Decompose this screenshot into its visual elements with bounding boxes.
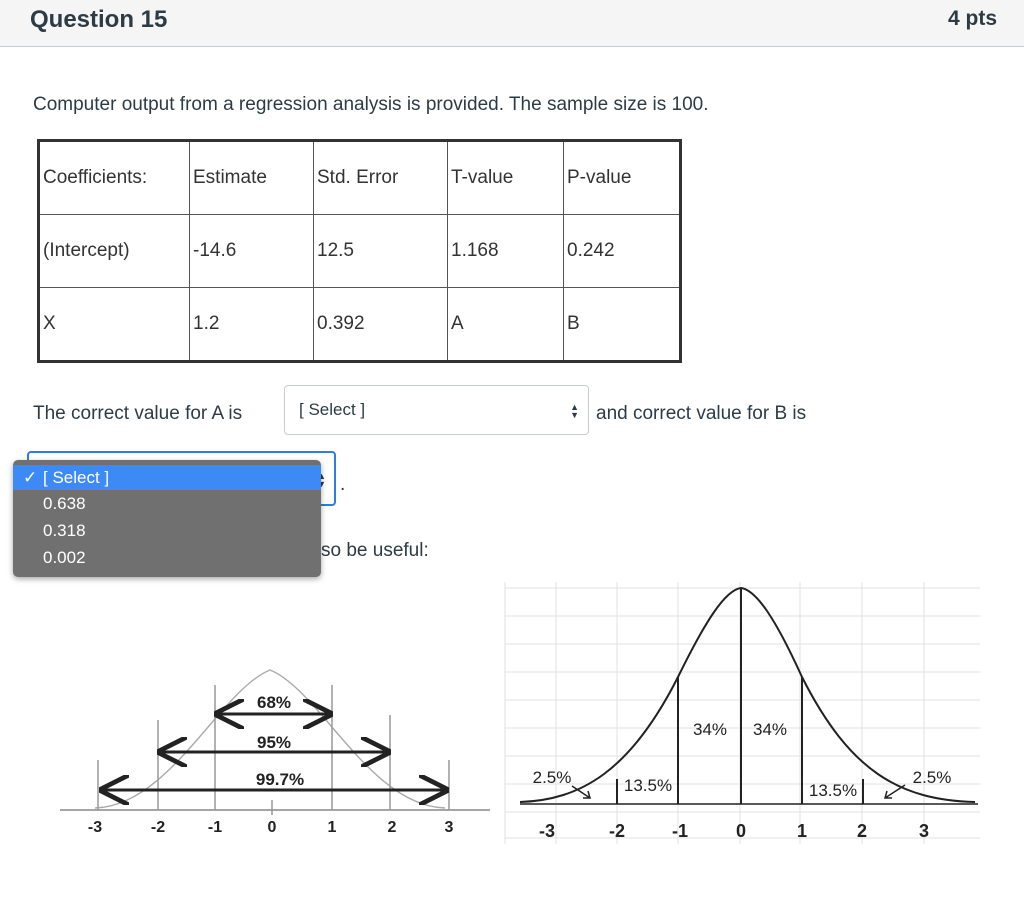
- table-header-cell: T-value: [447, 140, 564, 215]
- select-arrows-icon: ▲ ▼: [570, 402, 579, 420]
- dropdown-option[interactable]: 0.318: [13, 518, 321, 543]
- label-2-5-right: 2.5%: [913, 768, 952, 787]
- table-cell: 12.5: [313, 214, 448, 288]
- pointer-arrow-right: [884, 784, 906, 799]
- select-b-options-menu[interactable]: ✓ [ Select ] 0.638 0.318 0.002: [13, 460, 321, 577]
- empirical-rule-figure: 68% 95% 99.7% -3 -2 -1 0 1 2 3: [60, 669, 490, 836]
- dropdown-option-label: 0.002: [43, 548, 86, 567]
- table-header-cell: P-value: [563, 140, 681, 215]
- answer-sentence-end: .: [340, 474, 346, 495]
- table-header-cell: Estimate: [189, 140, 314, 215]
- question-intro: Computer output from a regression analys…: [33, 94, 709, 115]
- question-points: 4 pts: [947, 7, 997, 30]
- tick-label: 0: [736, 821, 746, 841]
- table-cell: 1.168: [447, 214, 564, 288]
- tick-label: -2: [609, 821, 625, 841]
- tick-label: -2: [151, 819, 165, 836]
- tick-label: -1: [208, 819, 222, 836]
- tick-label: 1: [797, 821, 807, 841]
- question-header: Question 15 4 pts: [0, 0, 1024, 47]
- table-cell: A: [447, 287, 564, 362]
- dropdown-option-label: 0.638: [43, 494, 86, 513]
- tick-label: -3: [88, 819, 102, 836]
- label-99-7: 99.7%: [256, 770, 304, 789]
- answer-sentence-middle: and correct value for B is: [596, 403, 807, 424]
- tick-label: -1: [672, 821, 688, 841]
- dropdown-option[interactable]: 0.638: [13, 491, 321, 516]
- dropdown-option[interactable]: ✓ [ Select ]: [13, 465, 321, 490]
- question-title: Question 15: [30, 6, 168, 33]
- dropdown-option-label: [ Select ]: [43, 468, 110, 487]
- label-2-5-left: 2.5%: [533, 768, 572, 787]
- useful-text: so be useful:: [321, 540, 429, 561]
- table-header-cell: Coefficients:: [38, 140, 190, 215]
- table-cell: X: [38, 287, 190, 362]
- tick-label: 2: [857, 821, 867, 841]
- table-cell: 0.392: [313, 287, 448, 362]
- table-cell: 1.2: [189, 287, 314, 362]
- label-95: 95%: [257, 733, 291, 752]
- table-row: (Intercept) -14.6 12.5 1.168 0.242: [38, 214, 681, 288]
- normal-curve-figure: 34% 34% 13.5% 13.5% 2.5% 2.5% -3 -2 -1 0…: [504, 582, 980, 844]
- tick-label: 3: [919, 821, 929, 841]
- table-cell: B: [563, 287, 681, 362]
- table-header-cell: Std. Error: [313, 140, 448, 215]
- table-cell: -14.6: [189, 214, 314, 288]
- regression-table: Coefficients: Estimate Std. Error T-valu…: [37, 139, 682, 363]
- select-a-value: [ Select ]: [299, 400, 366, 419]
- table-row: X 1.2 0.392 A B: [38, 287, 681, 362]
- tick-label: 2: [388, 819, 397, 836]
- label-34-right: 34%: [753, 720, 787, 739]
- tick-label: 1: [328, 819, 337, 836]
- pointer-arrow-left: [571, 785, 591, 799]
- select-a-dropdown[interactable]: [ Select ] ▲ ▼: [284, 385, 589, 435]
- table-cell: 0.242: [563, 214, 681, 288]
- table-cell: (Intercept): [38, 214, 190, 288]
- label-13-5-left: 13.5%: [624, 776, 672, 795]
- tick-label: 3: [445, 819, 454, 836]
- tick-label: -3: [539, 821, 555, 841]
- label-34-left: 34%: [693, 720, 727, 739]
- bell-curve: [519, 586, 976, 803]
- answer-sentence-prefix: The correct value for A is: [33, 403, 243, 424]
- dropdown-option-label: 0.318: [43, 521, 86, 540]
- checkmark-icon: ✓: [23, 468, 38, 487]
- table-header-row: Coefficients: Estimate Std. Error T-valu…: [38, 140, 681, 215]
- label-13-5-right: 13.5%: [809, 781, 857, 800]
- dropdown-option[interactable]: 0.002: [13, 545, 321, 570]
- label-68: 68%: [257, 693, 291, 712]
- select-arrows-icon: ▲ ▼: [317, 471, 326, 489]
- tick-label: 0: [268, 819, 277, 836]
